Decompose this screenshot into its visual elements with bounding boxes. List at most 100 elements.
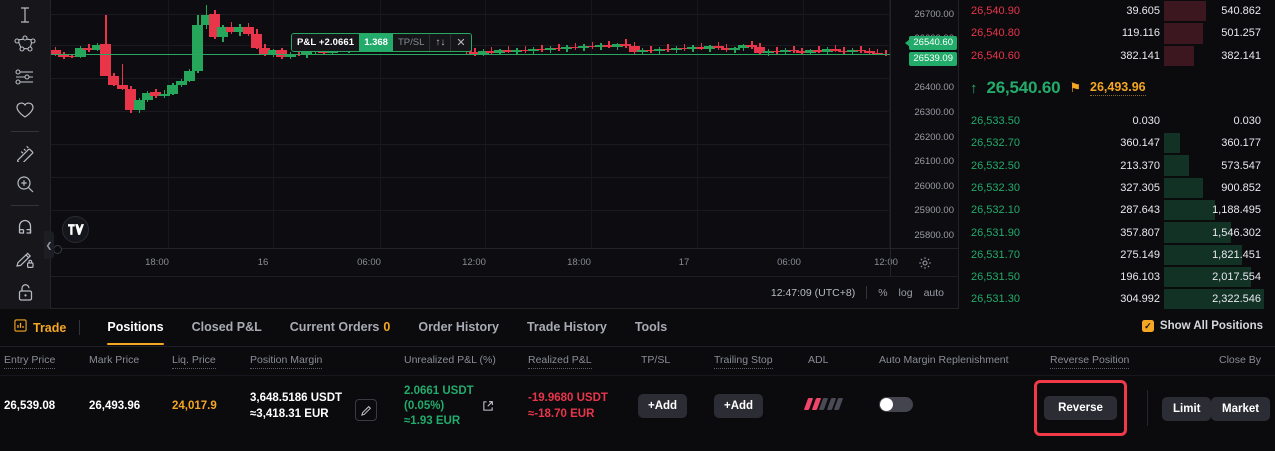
order-book-bid-row[interactable]: 26,531.50 196.103 2,017.554 (959, 266, 1275, 288)
tab-label: Positions (107, 320, 164, 334)
depth-bar (1164, 155, 1189, 176)
ob-total: 382.141 (1221, 49, 1261, 62)
overlay-sort-icon[interactable]: ↑↓ (429, 34, 451, 51)
axis-drag-handle[interactable] (53, 245, 62, 254)
column-header-position-margin[interactable]: Position Margin (250, 354, 323, 369)
entry-price-line (51, 54, 890, 56)
price-axis-tick: 26000.00 (914, 180, 954, 192)
ob-size: 275.149 (1120, 248, 1160, 261)
column-header-reverse-position[interactable]: Reverse Position (1050, 354, 1130, 369)
order-book-bid-row[interactable]: 26,532.30 327.305 900.852 (959, 177, 1275, 199)
ob-price: 26,532.10 (971, 204, 1020, 217)
price-axis-tick: 26200.00 (914, 131, 954, 143)
zoom-in-icon[interactable] (6, 168, 44, 201)
text-cursor-icon[interactable] (6, 2, 44, 28)
ob-price: 26,531.50 (971, 271, 1020, 284)
flag-icon: ⚑ (1069, 80, 1081, 96)
depth-bar (1164, 23, 1203, 44)
close-limit-button[interactable]: Limit (1162, 397, 1212, 421)
scale-percent-toggle[interactable]: % (878, 286, 888, 299)
time-axis-tick: 06:00 (777, 257, 801, 268)
lock-icon[interactable] (6, 276, 44, 309)
ob-size: 119.116 (1121, 27, 1160, 40)
status-divider (866, 286, 868, 299)
ob-total: 2,322.546 (1212, 293, 1261, 306)
close-market-button[interactable]: Market (1211, 397, 1271, 421)
tpsl-add-button[interactable]: +Add (638, 394, 688, 418)
overlay-tpsl-button[interactable]: TP/SL (392, 34, 430, 51)
order-book-ask-row[interactable]: 26,540.90 39.605 540.862 (959, 0, 1275, 22)
adl-indicator[interactable] (803, 398, 844, 410)
ob-total: 2,017.554 (1212, 271, 1261, 284)
column-header-auto-margin-replenishment: Auto Margin Replenishment (879, 354, 1009, 366)
price-axis-tick: 26100.00 (914, 156, 954, 168)
show-all-positions-checkbox[interactable]: ✓ Show All Positions (1141, 320, 1263, 332)
toolbar-divider-2 (11, 205, 39, 207)
trade-button[interactable]: Trade (14, 318, 66, 337)
order-book-ask-row[interactable]: 26,540.60 382.141 382.141 (959, 45, 1275, 67)
column-header-realized-p-l[interactable]: Realized P&L (528, 354, 592, 369)
price-axis[interactable]: 26700.0026600.0026400.0026300.0026200.00… (890, 0, 958, 248)
reverse-button[interactable]: Reverse (1044, 396, 1117, 420)
pencil-edit-icon[interactable] (355, 399, 377, 421)
tab-count: 0 (383, 320, 391, 334)
time-axis[interactable]: 18:00 16 06:00 12:00 18:00 17 06:00 12:00 (51, 245, 898, 276)
order-book-bid-row[interactable]: 26,532.70 360.147 360.177 (959, 132, 1275, 154)
ob-price: 26,540.60 (971, 49, 1020, 62)
order-book-bid-row[interactable]: 26,531.90 357.807 1,546.302 (959, 221, 1275, 243)
tab-order-history[interactable]: Order History (404, 310, 513, 345)
overlay-close-icon[interactable]: ✕ (450, 34, 471, 51)
chart-clock: 12:47:09 (UTC+8) (770, 286, 856, 299)
price-direction-up-icon: ↑ (970, 79, 978, 97)
ob-price: 26,531.70 (971, 248, 1020, 261)
column-header-trailing-stop[interactable]: Trailing Stop (714, 354, 773, 369)
candlestick-plot[interactable] (51, 0, 890, 248)
tab-closed-p-l[interactable]: Closed P&L (178, 310, 276, 345)
checkbox-check-icon: ✓ (1141, 320, 1154, 332)
tabbar-divider (79, 320, 81, 335)
settings-sliders-icon[interactable] (6, 61, 44, 94)
column-header-liq-price[interactable]: Liq. Price (172, 354, 216, 369)
order-book-bid-row[interactable]: 26,532.50 213.370 573.547 (959, 154, 1275, 176)
order-book-bid-row[interactable]: 26,531.70 275.149 1,821.451 (959, 244, 1275, 266)
scale-auto-toggle[interactable]: auto (923, 286, 944, 299)
trailing-stop-add-button[interactable]: +Add (714, 394, 764, 418)
column-header-entry-price[interactable]: Entry Price (4, 354, 56, 369)
ob-price: 26,531.30 (971, 293, 1020, 306)
order-book-ask-row[interactable]: 26,540.80 119.116 501.257 (959, 22, 1275, 44)
tab-label: Closed P&L (191, 320, 262, 334)
chart-status-bar: 12:47:09 (UTC+8) % log auto (51, 276, 958, 308)
overlay-qty-badge[interactable]: 1.368 (359, 34, 393, 51)
index-price[interactable]: 26,493.96 (1090, 80, 1146, 97)
auto-margin-replenishment-toggle[interactable] (879, 397, 913, 412)
ob-total: 540.862 (1221, 5, 1261, 18)
ob-size: 39.605 (1126, 5, 1160, 18)
external-link-icon[interactable] (482, 400, 494, 412)
order-book-bid-row[interactable]: 26,532.10 287.643 1,188.495 (959, 199, 1275, 221)
chart-position-overlay[interactable]: P&L +2.0661 1.368 TP/SL ↑↓ ✕ (291, 33, 472, 52)
order-book-bid-row[interactable]: 26,533.50 0.030 0.030 (959, 110, 1275, 132)
tab-positions[interactable]: Positions (93, 310, 177, 345)
cell-position-margin-alt: ≈3,418.31 EUR (250, 408, 329, 420)
tab-tools[interactable]: Tools (621, 310, 681, 345)
ob-size: 213.370 (1120, 159, 1160, 172)
settings-gear-icon[interactable] (890, 248, 958, 276)
order-book-bid-row[interactable]: 26,531.30 304.992 2,322.546 (959, 288, 1275, 309)
time-axis-tick: 18:00 (567, 257, 591, 268)
ob-size: 327.305 (1120, 181, 1160, 194)
scale-log-toggle[interactable]: log (898, 286, 913, 299)
cell-realized-pnl-alt: ≈-18.70 EUR (528, 408, 595, 420)
tradingview-logo-icon[interactable] (62, 216, 89, 243)
pencil-lock-icon[interactable] (6, 243, 44, 276)
magnet-icon[interactable] (6, 210, 44, 243)
tabs-container: Positions Closed P&L Current Orders 0 Order … (93, 310, 681, 345)
ruler-icon[interactable] (6, 136, 44, 169)
tab-trade-history[interactable]: Trade History (513, 310, 621, 345)
ob-total: 900.852 (1221, 181, 1261, 194)
fork-pattern-icon[interactable] (6, 28, 44, 61)
heart-icon[interactable] (6, 94, 44, 127)
cell-position-margin: 3,648.5186 USDT (250, 392, 343, 404)
tab-current-orders[interactable]: Current Orders 0 (276, 310, 405, 345)
cell-unrealized-pnl: 2.0661 USDT (404, 385, 474, 397)
panel-collapse-handle[interactable]: ❮ (44, 231, 54, 259)
